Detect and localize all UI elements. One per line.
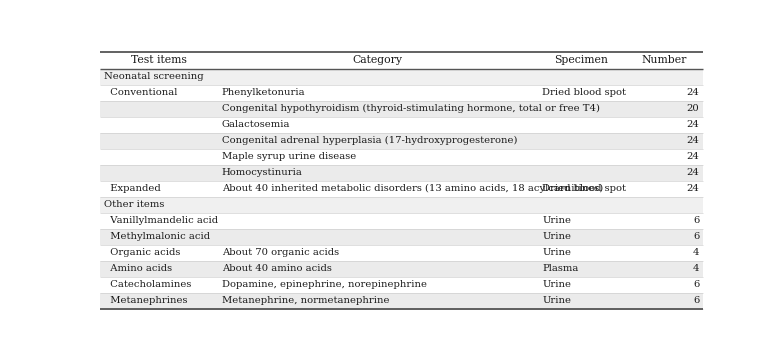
- Bar: [99, 85, 703, 100]
- Text: Maple syrup urine disease: Maple syrup urine disease: [222, 152, 356, 161]
- Text: Urine: Urine: [542, 280, 571, 289]
- Text: 6: 6: [693, 296, 699, 305]
- Text: Phenylketonuria: Phenylketonuria: [222, 88, 305, 97]
- Text: 24: 24: [687, 136, 699, 145]
- Text: 4: 4: [693, 264, 699, 273]
- Text: 24: 24: [687, 88, 699, 97]
- Bar: [99, 245, 703, 261]
- Bar: [99, 213, 703, 229]
- Bar: [99, 117, 703, 133]
- Text: Dopamine, epinephrine, norepinephrine: Dopamine, epinephrine, norepinephrine: [222, 280, 427, 289]
- Text: 4: 4: [693, 248, 699, 257]
- Bar: [99, 181, 703, 197]
- Text: About 70 organic acids: About 70 organic acids: [222, 248, 339, 257]
- Text: Neonatal screening: Neonatal screening: [104, 72, 204, 81]
- Text: 24: 24: [687, 152, 699, 161]
- Text: Metanephrine, normetanephrine: Metanephrine, normetanephrine: [222, 296, 389, 305]
- Text: Homocystinuria: Homocystinuria: [222, 168, 302, 177]
- Text: 24: 24: [687, 120, 699, 129]
- Text: Specimen: Specimen: [554, 55, 608, 65]
- Text: Vanillylmandelic acid: Vanillylmandelic acid: [104, 216, 218, 225]
- Text: About 40 amino acids: About 40 amino acids: [222, 264, 331, 273]
- Bar: [99, 100, 703, 117]
- Text: Catecholamines: Catecholamines: [104, 280, 191, 289]
- Bar: [99, 165, 703, 181]
- Text: About 40 inherited metabolic disorders (13 amino acids, 18 acylcarnitines): About 40 inherited metabolic disorders (…: [222, 184, 603, 193]
- Bar: [99, 293, 703, 309]
- Text: Plasma: Plasma: [542, 264, 579, 273]
- Text: Urine: Urine: [542, 216, 571, 225]
- Bar: [99, 148, 703, 165]
- Text: Test items: Test items: [131, 55, 186, 65]
- Bar: [99, 68, 703, 85]
- Text: Expanded: Expanded: [104, 184, 161, 193]
- Text: Urine: Urine: [542, 248, 571, 257]
- Text: 6: 6: [693, 216, 699, 225]
- Text: Organic acids: Organic acids: [104, 248, 180, 257]
- Text: Galactosemia: Galactosemia: [222, 120, 290, 129]
- Text: 6: 6: [693, 232, 699, 241]
- Text: 6: 6: [693, 280, 699, 289]
- Bar: [99, 197, 703, 213]
- Bar: [99, 277, 703, 293]
- Text: Urine: Urine: [542, 232, 571, 241]
- Text: 20: 20: [687, 104, 699, 113]
- Text: Metanephrines: Metanephrines: [104, 296, 187, 305]
- Text: 24: 24: [687, 168, 699, 177]
- Text: 24: 24: [687, 184, 699, 193]
- Text: Number: Number: [641, 55, 687, 65]
- Text: Urine: Urine: [542, 296, 571, 305]
- Text: Dried blood spot: Dried blood spot: [542, 88, 626, 97]
- Text: Dried blood spot: Dried blood spot: [542, 184, 626, 193]
- Text: Conventional: Conventional: [104, 88, 177, 97]
- Bar: [99, 261, 703, 277]
- Text: Amino acids: Amino acids: [104, 264, 172, 273]
- Bar: [99, 133, 703, 148]
- Bar: [99, 229, 703, 245]
- Text: Other items: Other items: [104, 200, 164, 209]
- Text: Congenital hypothyroidism (thyroid-stimulating hormone, total or free T4): Congenital hypothyroidism (thyroid-stimu…: [222, 104, 600, 113]
- Text: Category: Category: [352, 55, 402, 65]
- Text: Methylmalonic acid: Methylmalonic acid: [104, 232, 210, 241]
- Bar: [99, 52, 703, 68]
- Text: Congenital adrenal hyperplasia (17-hydroxyprogesterone): Congenital adrenal hyperplasia (17-hydro…: [222, 136, 517, 145]
